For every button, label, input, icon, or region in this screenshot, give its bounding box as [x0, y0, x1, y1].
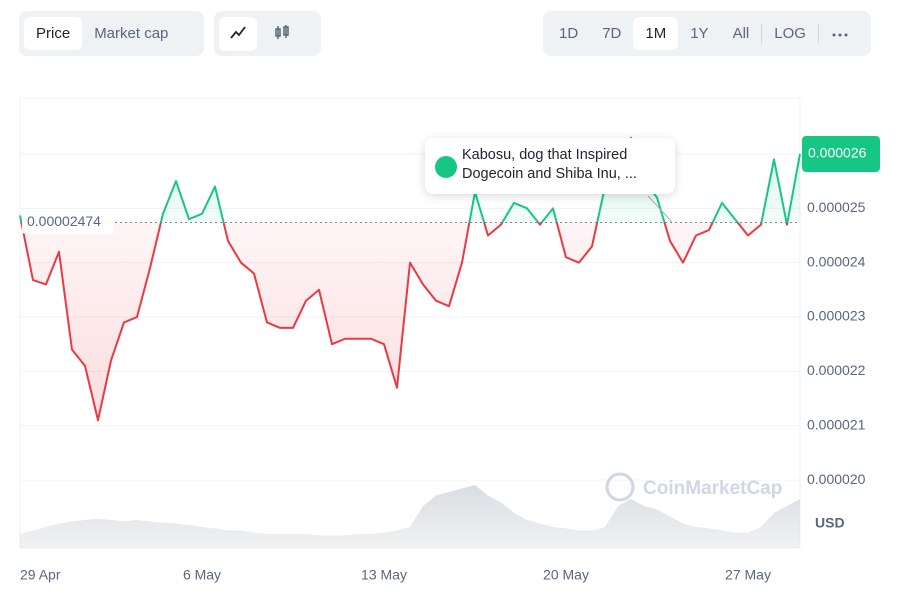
x-tick-label: 29 Apr — [20, 567, 61, 583]
tab[interactable]: 1D — [559, 25, 579, 42]
chart-type-tabs — [214, 11, 321, 56]
y-tick-label: 0.000024 — [807, 253, 866, 269]
y-tick-label: 0.000021 — [807, 416, 866, 432]
candle-icon — [275, 24, 289, 39]
tab[interactable]: All — [732, 25, 750, 42]
x-tick-label: 20 May — [543, 567, 589, 583]
plot-frame — [19, 97, 801, 549]
annotation-icon — [435, 156, 457, 178]
baseline-label-bg — [22, 211, 114, 234]
x-tick-label: 6 May — [183, 567, 221, 583]
range-tabs: 1D 7D 1M 1Y All LOG — [543, 11, 871, 56]
baseline-label: 0.00002474 — [27, 213, 101, 229]
tab[interactable]: 1Y — [690, 25, 709, 42]
annotation[interactable]: Kabosu, dog that Inspired Dogecoin and S… — [425, 138, 675, 194]
divider — [817, 23, 819, 44]
x-tick-label: 13 May — [361, 567, 407, 583]
candle-chart-button[interactable] — [263, 17, 301, 51]
currency-label: USD — [815, 515, 845, 531]
watermark-logo — [605, 472, 635, 502]
annotation-text: Kabosu, dog that Inspired Dogecoin and S… — [462, 147, 637, 182]
price-tag — [802, 135, 880, 172]
more-icon — [832, 33, 848, 37]
tab[interactable]: Market cap — [94, 25, 169, 42]
y-tick-label: 0.000026 — [807, 145, 866, 161]
y-tick-label: 0.000023 — [807, 308, 866, 324]
tab[interactable]: Price — [24, 17, 83, 50]
price-line — [19, 136, 801, 422]
price-tag-label: 0.000026 — [808, 145, 867, 161]
line-chart-button[interactable] — [219, 16, 257, 51]
volume-area — [20, 485, 800, 548]
y-tick-label: 0.000022 — [807, 362, 866, 378]
metric-tabs: Price Market cap — [19, 11, 204, 56]
tab[interactable]: 7D — [602, 25, 622, 42]
x-tick-label: 27 May — [725, 567, 771, 583]
annotation-leader — [647, 195, 673, 223]
tab[interactable]: LOG — [774, 25, 806, 42]
tab[interactable]: 1M — [633, 17, 679, 50]
line-icon — [230, 25, 246, 39]
y-tick-label: 0.000020 — [807, 471, 866, 487]
price-area — [20, 137, 800, 421]
y-tick-label: 0.000025 — [807, 199, 866, 215]
more-button[interactable] — [819, 17, 861, 50]
divider — [761, 23, 763, 44]
watermark: CoinMarketCap — [643, 478, 782, 499]
